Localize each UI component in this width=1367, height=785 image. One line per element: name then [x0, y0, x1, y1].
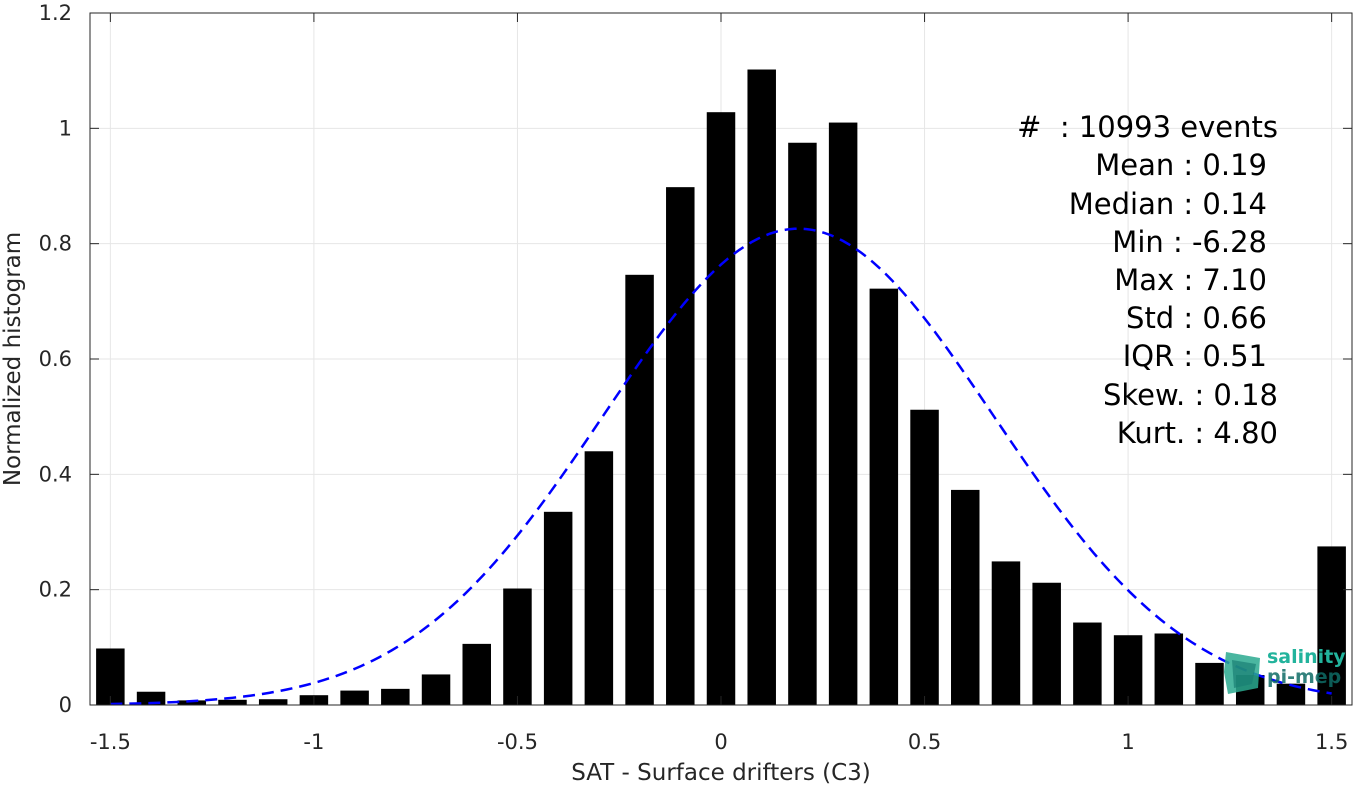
histogram-bar: [991, 561, 1021, 705]
histogram-bar: [1154, 633, 1184, 705]
histogram-bar: [543, 511, 573, 705]
logo-text-salinity: salinity: [1267, 646, 1346, 668]
histogram-bar: [1317, 546, 1346, 705]
histogram-bar: [706, 112, 736, 706]
logo-mark-icon: [1224, 652, 1260, 694]
histogram-bar: [177, 700, 207, 705]
histogram-bar: [340, 690, 369, 705]
x-tick-label: 0.5: [908, 730, 941, 754]
y-tick-label: 0: [59, 693, 72, 717]
histogram-bar: [381, 688, 410, 705]
y-tick-labels: 0 0.2 0.4 0.6 0.8 1 1.2: [39, 1, 72, 717]
histogram-bar: [828, 122, 858, 706]
x-tick-label: -1.5: [90, 730, 131, 754]
y-tick-label: 1: [59, 116, 72, 140]
histogram-bar: [462, 643, 491, 705]
histogram-bar: [747, 69, 776, 706]
y-tick-label: 0.8: [39, 232, 72, 256]
x-tick-label: 1.5: [1315, 730, 1348, 754]
histogram-bar: [788, 142, 817, 705]
y-axis-label: Normalized histogram: [0, 232, 26, 486]
histogram-bar: [258, 699, 288, 705]
histogram-bar: [96, 648, 125, 705]
x-tick-label: -0.5: [497, 730, 538, 754]
logo-text-pimep: pi-mep: [1267, 666, 1342, 688]
histogram-bar: [869, 288, 899, 705]
histogram-bar: [625, 274, 654, 705]
histogram-bar: [1195, 662, 1224, 705]
axes: [89, 12, 1353, 706]
salinity-pi-mep-logo: salinity pi-mep: [1222, 648, 1347, 698]
y-tick-label: 0.2: [39, 578, 72, 602]
histogram-bar: [421, 674, 451, 705]
histogram-bar: [1276, 683, 1306, 705]
histogram-bar: [951, 489, 980, 705]
histogram-bar: [503, 588, 532, 705]
histogram-bar: [584, 451, 614, 705]
histogram-bar: [218, 699, 247, 705]
x-axis-label: SAT - Surface drifters (C3): [571, 760, 871, 785]
histogram-bar: [666, 187, 695, 706]
histogram-bar: [1113, 635, 1143, 705]
x-tick-labels: -1.5 -1 -0.5 0 0.5 1 1.5: [90, 730, 1348, 754]
x-tick-label: -1: [303, 730, 324, 754]
histogram-bar: [1073, 622, 1102, 705]
histogram-bar: [1032, 582, 1061, 705]
x-tick-label: 0: [714, 730, 727, 754]
y-tick-label: 0.6: [39, 347, 72, 371]
y-tick-label: 0.4: [39, 462, 72, 486]
x-tick-label: 1: [1121, 730, 1134, 754]
normal-fit-curve: [110, 227, 1332, 706]
y-tick-label: 1.2: [39, 1, 72, 25]
histogram-bar: [910, 409, 939, 705]
bars: [96, 69, 1346, 706]
